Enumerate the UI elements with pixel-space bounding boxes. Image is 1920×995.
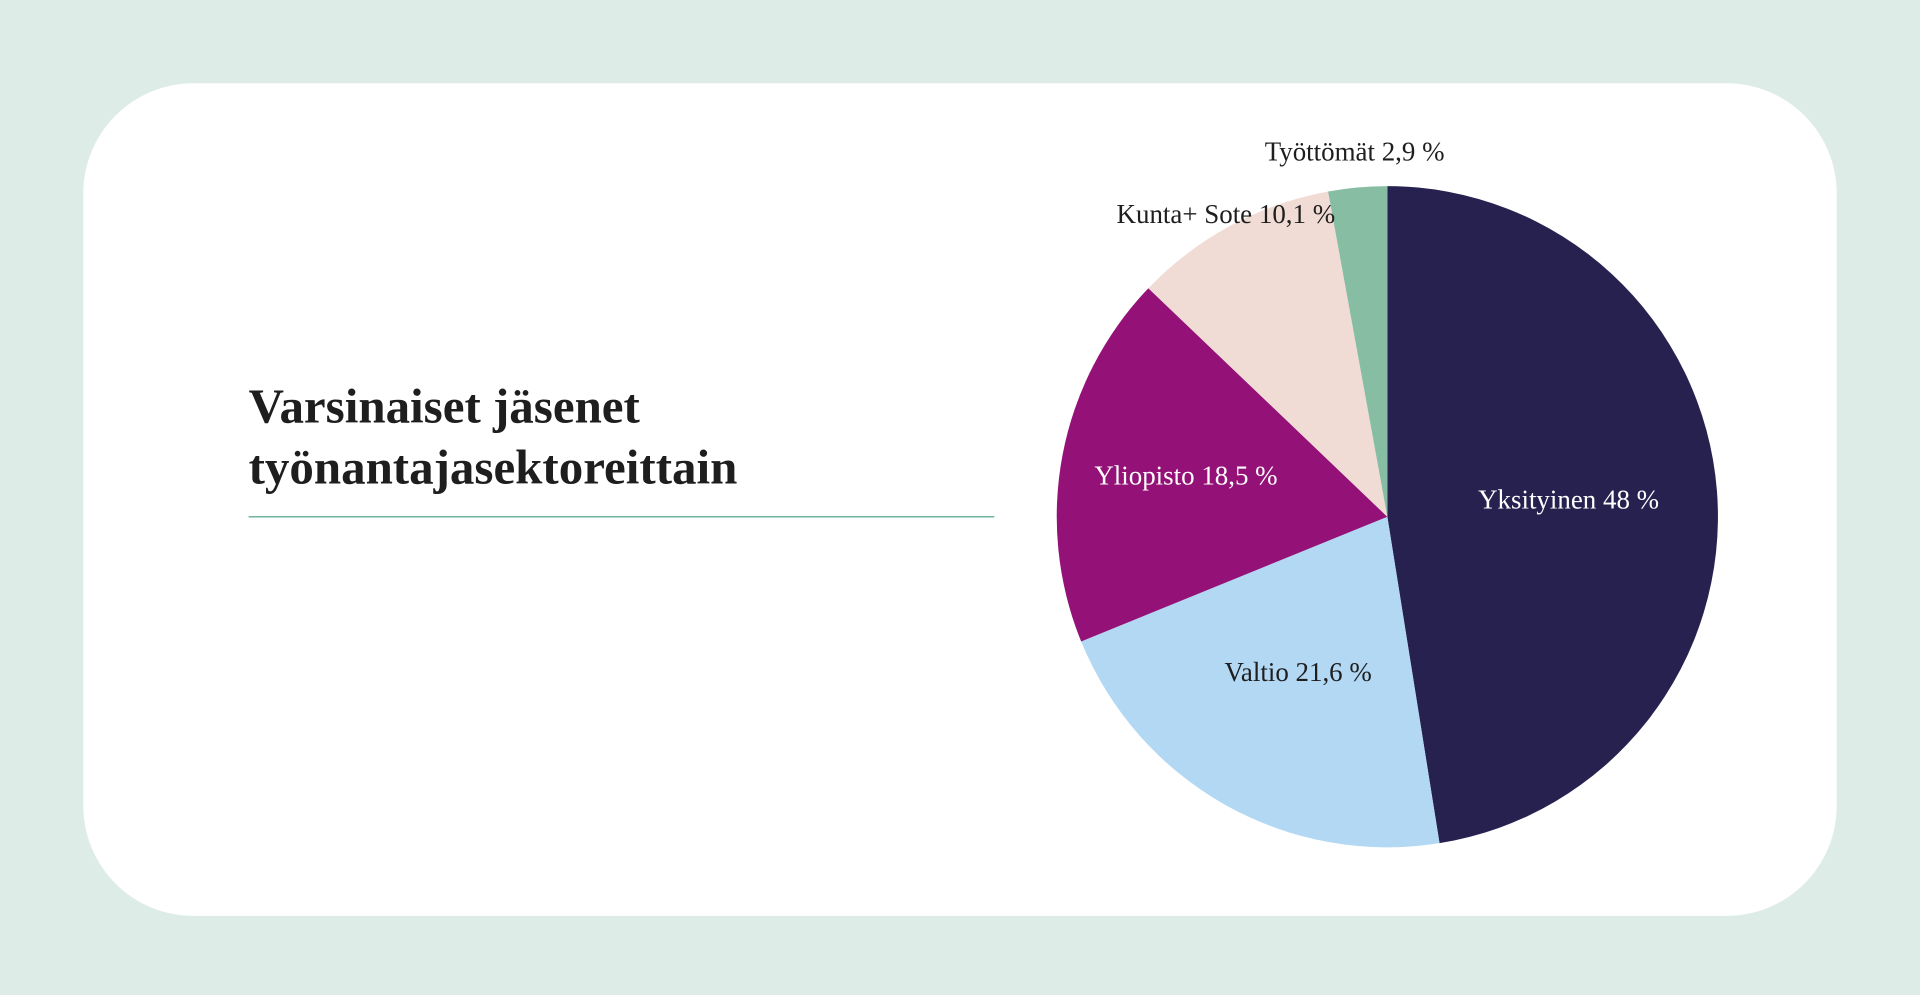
slice-category: Valtio: [1224, 657, 1288, 687]
slice-label: Kunta+ Sote 10,1 %: [1117, 199, 1336, 229]
pie-slice: [1056, 288, 1388, 642]
slice-value: 18,5 %: [1201, 461, 1277, 491]
chart-title: työnantajasektoreittain: [249, 440, 738, 495]
slice-value: 10,1 %: [1259, 199, 1335, 229]
pie-slice: [1387, 186, 1718, 844]
pie-slice: [1081, 516, 1440, 848]
slice-label: Yksityinen 48 %: [1478, 485, 1659, 515]
chart-title: Varsinaiset jäsenet: [249, 378, 641, 433]
pie-slice: [1148, 191, 1388, 517]
slice-category: Työttömät: [1265, 137, 1376, 167]
slice-label: Valtio 21,6 %: [1224, 657, 1371, 687]
pie-slice: [1328, 186, 1388, 517]
slice-category: Yliopisto: [1094, 461, 1194, 491]
slice-label: Työttömät 2,9 %: [1265, 137, 1445, 167]
slice-label: Yliopisto 18,5 %: [1094, 461, 1277, 491]
slice-value: 48 %: [1603, 485, 1659, 515]
slice-value: 2,9 %: [1382, 137, 1445, 167]
slice-category: Yksityinen: [1478, 485, 1597, 515]
pie: [1056, 186, 1718, 848]
slice-category: Kunta+ Sote: [1117, 199, 1253, 229]
labels: Yksityinen 48 % Valtio 21,6 % Yliopisto 18…: [1094, 137, 1659, 688]
slice-value: 21,6 %: [1296, 657, 1372, 687]
